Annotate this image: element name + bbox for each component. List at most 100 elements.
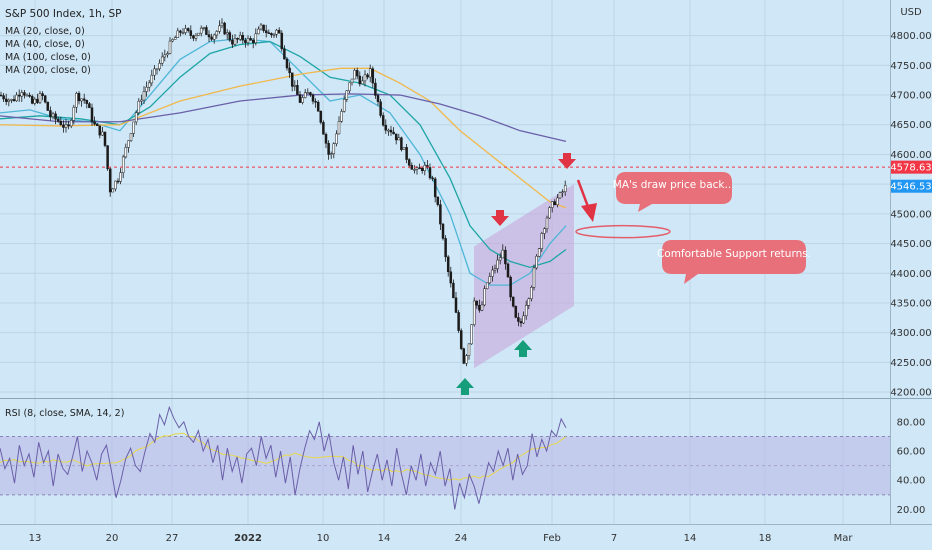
price-tick-label: 4500.00 — [890, 209, 931, 220]
candle-body — [244, 39, 247, 43]
candle-body — [179, 30, 182, 33]
candle-body — [231, 39, 234, 45]
candle-body — [379, 101, 382, 116]
candle-body — [132, 121, 135, 134]
candle-body — [368, 68, 372, 78]
time-tick-label: Mar — [834, 533, 854, 544]
candle-body — [288, 67, 291, 74]
candle-body — [212, 34, 216, 40]
candle-body — [457, 312, 460, 331]
candle-body — [12, 99, 16, 102]
candle-body — [158, 62, 161, 70]
candle-body — [145, 86, 148, 92]
candle-body — [543, 228, 546, 234]
candle-body — [537, 248, 541, 257]
candle-body — [192, 35, 195, 39]
candle-body — [465, 355, 468, 364]
candle-body — [431, 177, 434, 180]
candle-body — [49, 110, 52, 118]
candle-body — [522, 315, 525, 324]
rsi-tick-label: 40.00 — [897, 476, 926, 487]
candle-body — [558, 192, 562, 199]
rsi-tick-label: 80.00 — [897, 417, 926, 428]
candle-body — [88, 103, 91, 109]
arrows — [456, 153, 597, 395]
price-tick-label: 4300.00 — [890, 328, 931, 339]
candle-body — [280, 32, 284, 50]
candle-body — [251, 40, 255, 44]
candle-body — [108, 168, 112, 193]
ma-line — [0, 93, 567, 143]
candle-body — [205, 27, 208, 35]
candle-body — [10, 99, 13, 101]
candle-body — [189, 30, 193, 36]
legend-ma20: MA (20, close, 0) — [5, 26, 85, 37]
rsi-tick-label: 60.00 — [897, 447, 926, 458]
candle-body — [454, 297, 458, 313]
candle-body — [290, 72, 294, 87]
candle-body — [43, 95, 47, 103]
candle-body — [296, 85, 299, 95]
candle-body — [41, 93, 44, 96]
candle-body — [137, 100, 141, 114]
candle-body — [98, 125, 102, 136]
callout-ma-draw: MA's draw price back.. — [613, 172, 732, 212]
candle-body — [160, 56, 164, 64]
price-tick-label: 4200.00 — [890, 388, 931, 399]
callout-support: Comfortable Support returns. — [657, 240, 811, 284]
candle-body — [439, 204, 442, 225]
candle-body — [449, 271, 453, 284]
candle-body — [119, 172, 122, 182]
candle-body — [462, 348, 466, 364]
candle-body — [72, 106, 76, 121]
candle-body — [384, 124, 388, 131]
candle-body — [246, 38, 250, 43]
candle-body — [140, 99, 143, 102]
candle-body — [501, 249, 505, 259]
candle-body — [77, 93, 81, 102]
candle-body — [95, 123, 99, 127]
price-unit: USD — [900, 7, 922, 18]
candle-body — [186, 28, 190, 31]
price-tick-label: 4400.00 — [890, 269, 931, 280]
candle-body — [498, 257, 502, 261]
candle-body — [202, 27, 206, 29]
callout-bubble — [616, 172, 732, 212]
time-tick-label: 18 — [759, 533, 772, 544]
candle-body — [472, 300, 476, 325]
candle-body — [491, 269, 494, 277]
price-tick-label: 4700.00 — [890, 91, 931, 102]
candle-body — [355, 70, 359, 77]
candle-body — [459, 330, 463, 349]
arrow-down-icon — [558, 153, 576, 169]
candle-body — [350, 78, 354, 84]
time-tick-label: 27 — [166, 533, 179, 544]
candle-body — [116, 180, 120, 183]
price-tick-label: 4650.00 — [890, 120, 931, 131]
candle-body — [207, 34, 211, 38]
candle-body — [121, 156, 125, 173]
candle-body — [389, 129, 393, 133]
candle-body — [540, 233, 544, 249]
candle-body — [415, 167, 419, 170]
candle-body — [480, 304, 484, 311]
candle-body — [69, 120, 73, 127]
arrow-up-icon — [514, 340, 532, 357]
candle-body — [405, 147, 408, 160]
candle-body — [316, 101, 320, 112]
candle-body — [228, 32, 232, 41]
candle-body — [452, 282, 455, 299]
candle-body — [342, 99, 346, 112]
candle-body — [127, 140, 130, 148]
candle-body — [298, 94, 302, 103]
candle-body — [30, 96, 34, 104]
candle-body — [340, 111, 343, 122]
candle-body — [293, 85, 297, 87]
time-tick-label: 24 — [455, 533, 468, 544]
candle-body — [181, 32, 185, 34]
candle-body — [238, 35, 242, 40]
candle-body — [163, 54, 167, 58]
candle-body — [358, 75, 362, 85]
candle-body — [134, 112, 138, 123]
arrow-head-icon — [581, 203, 597, 222]
